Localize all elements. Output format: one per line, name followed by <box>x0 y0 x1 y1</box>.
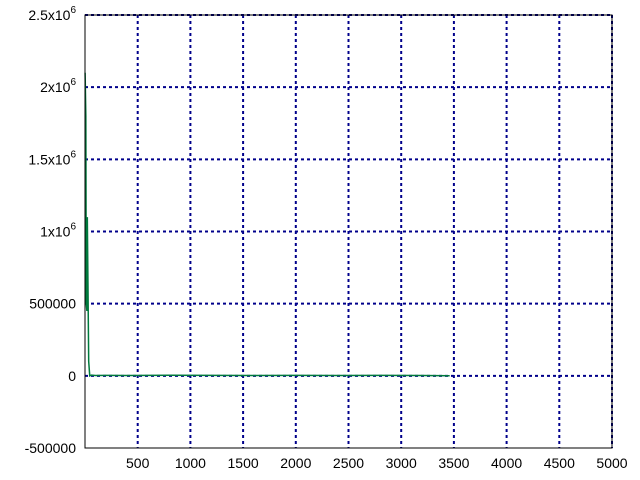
y-tick-label: -500000 <box>25 440 77 456</box>
x-tick-label: 4000 <box>491 455 522 471</box>
y-tick-base: 2.5x10 <box>28 7 70 23</box>
y-tick-exponent: 6 <box>70 222 76 233</box>
series-line <box>84 72 450 377</box>
y-tick-label: 1.5x106 <box>28 149 76 167</box>
y-tick-base: -500000 <box>25 440 77 456</box>
x-tick-label: 500 <box>126 455 150 471</box>
plot-frame <box>84 14 613 449</box>
y-tick-base: 0 <box>68 368 76 384</box>
y-tick-label: 2x106 <box>40 77 76 95</box>
x-tick-labels: 500 1000 1500 2000 2500 3000 3500 4000 4500 5000 <box>126 455 628 471</box>
y-tick-label: 500000 <box>29 296 76 312</box>
y-tick-exponent: 6 <box>70 149 76 160</box>
series-layer <box>84 72 450 377</box>
y-tick-exponent: 6 <box>70 77 76 88</box>
x-tick-label: 5000 <box>596 455 627 471</box>
x-tick-label: 1000 <box>175 455 206 471</box>
y-tick-base: 1.5x10 <box>28 151 70 167</box>
x-tick-label: 2500 <box>333 455 364 471</box>
x-tick-label: 2000 <box>280 455 311 471</box>
y-tick-base: 2x10 <box>40 79 71 95</box>
y-tick-exponent: 6 <box>70 5 76 16</box>
y-tick-base: 500000 <box>29 296 76 312</box>
x-tick-label: 3500 <box>438 455 469 471</box>
x-tick-label: 3000 <box>386 455 417 471</box>
x-tick-label: 4500 <box>544 455 575 471</box>
y-tick-base: 1x10 <box>40 224 71 240</box>
x-tick-label: 1500 <box>228 455 259 471</box>
y-tick-label: 2.5x106 <box>28 5 76 23</box>
y-tick-label: 1x106 <box>40 222 76 240</box>
y-tick-label: 0 <box>68 368 76 384</box>
